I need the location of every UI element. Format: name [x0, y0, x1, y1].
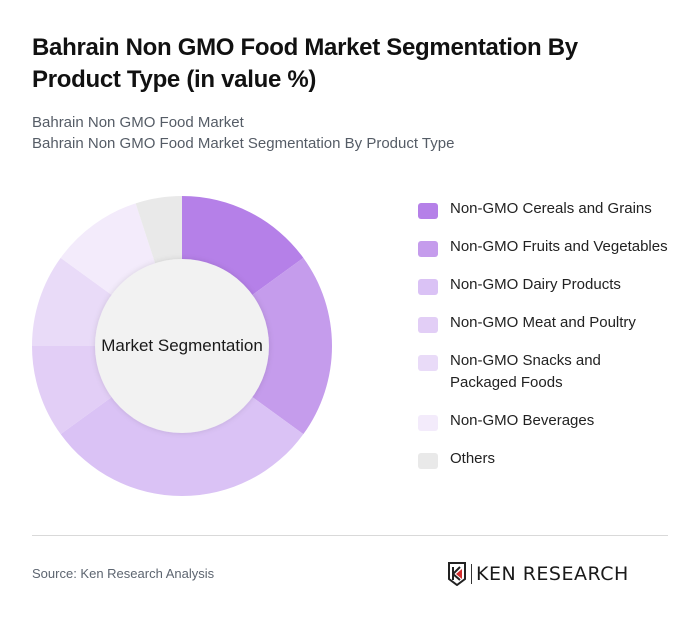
donut-slices [32, 196, 332, 497]
logo-wordmark: KEN RESEARCH [476, 563, 629, 585]
ken-research-shield-icon [448, 562, 466, 586]
donut-slice [60, 203, 156, 296]
legend-swatch [418, 317, 438, 333]
legend-label: Non-GMO Meat and Poultry [450, 314, 636, 331]
legend-item-dairy: Non-GMO Dairy Products [418, 274, 678, 296]
legend-swatch [418, 415, 438, 431]
subtitle: Bahrain Non GMO Food Market Bahrain Non … [32, 112, 454, 154]
legend-swatch [418, 453, 438, 469]
legend-label: Non-GMO Fruits and Vegetables [450, 238, 668, 255]
legend-swatch [418, 241, 438, 257]
logo-separator [471, 564, 472, 584]
legend-item-cereals: Non-GMO Cereals and Grains [418, 198, 678, 220]
legend-label: Non-GMO Beverages [450, 412, 595, 429]
donut-slice [32, 257, 113, 346]
legend-item-snacks: Non-GMO Snacks and Packaged Foods [418, 350, 678, 394]
donut-slice [60, 396, 304, 497]
subtitle-segmentation: Bahrain Non GMO Food Market Segmentation… [32, 135, 455, 152]
source-note: Source: Ken Research Analysis [32, 566, 215, 581]
ken-research-logo: KEN RESEARCH [447, 560, 629, 588]
legend-swatch [418, 355, 438, 371]
legend-label: Others [450, 450, 496, 467]
donut-hole [95, 259, 269, 433]
page-title: Bahrain Non GMO Food Market Segmentation… [32, 34, 578, 93]
legend-item-others: Others [418, 448, 678, 470]
legend-swatch [418, 203, 438, 219]
legend-label: Non-GMO Cereals and Grains [450, 200, 652, 217]
legend: Non-GMO Cereals and Grains Non-GMO Fruit… [418, 198, 678, 486]
subtitle-market: Bahrain Non GMO Food Market [32, 114, 244, 131]
donut-slice [135, 196, 182, 265]
legend-swatch [418, 279, 438, 295]
legend-label: Non-GMO Snacks and Packaged Foods [450, 352, 601, 391]
donut-chart [32, 196, 332, 497]
legend-item-fruits: Non-GMO Fruits and Vegetables [418, 236, 678, 258]
donut-slice [251, 257, 332, 435]
donut-slice [182, 196, 304, 296]
legend-item-beverages: Non-GMO Beverages [418, 410, 678, 432]
donut-slice [32, 346, 113, 435]
legend-label: Non-GMO Dairy Products [450, 276, 621, 293]
footer-divider [32, 535, 668, 536]
legend-item-meat: Non-GMO Meat and Poultry [418, 312, 678, 334]
